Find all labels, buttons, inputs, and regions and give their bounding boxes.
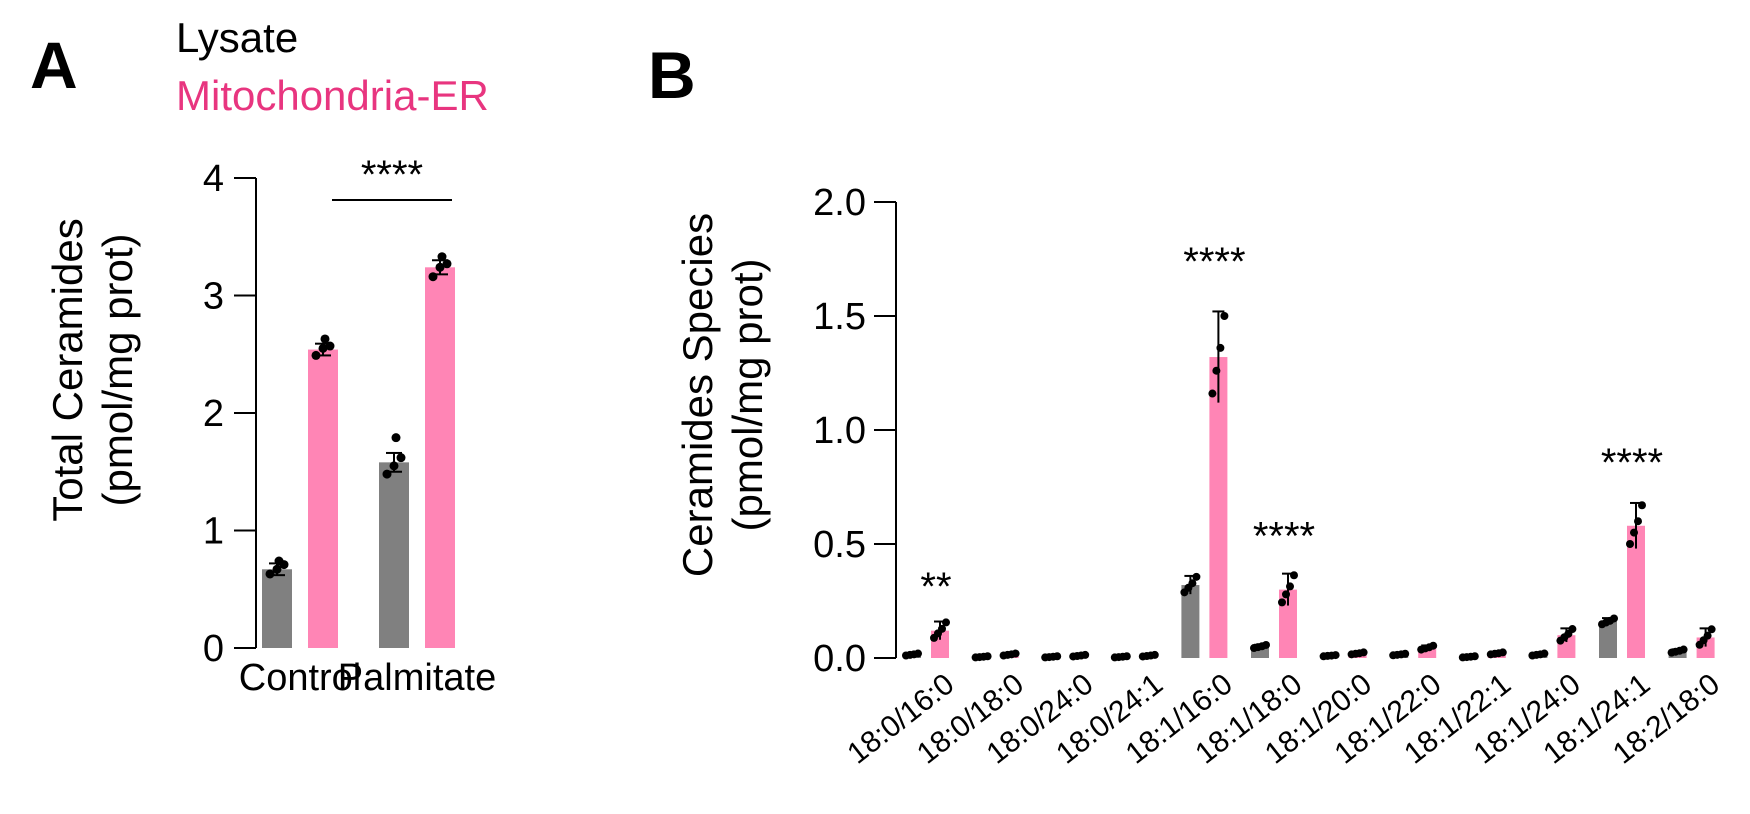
data-point-b bbox=[1634, 517, 1642, 526]
data-point-b bbox=[1470, 652, 1479, 661]
data-point-b bbox=[1679, 645, 1688, 654]
data-point-a bbox=[274, 556, 284, 566]
data-point-b bbox=[1331, 651, 1340, 660]
data-point-a bbox=[382, 469, 392, 479]
bar-b bbox=[1599, 621, 1617, 658]
data-point-a bbox=[265, 569, 275, 579]
data-point-b bbox=[1188, 579, 1197, 588]
data-point-b bbox=[1150, 650, 1159, 659]
category-label-a: Palmitate bbox=[338, 657, 496, 699]
y-axis-title-b-line2: (pmol/mg prot) bbox=[724, 258, 771, 531]
panel-letter-b: B bbox=[648, 38, 696, 112]
bar-a bbox=[425, 267, 455, 648]
bar-b bbox=[1181, 585, 1200, 658]
y-tick-label-b: 2.0 bbox=[813, 182, 866, 224]
data-point-b bbox=[1192, 572, 1201, 581]
data-point-b bbox=[1220, 312, 1229, 320]
chart-b-marks: 0.00.51.01.52.018:0/16:018:0/18:018:0/24… bbox=[813, 182, 1726, 771]
significance-label-b: **** bbox=[1253, 514, 1315, 558]
data-point-b bbox=[1286, 582, 1294, 591]
data-point-b bbox=[1208, 389, 1217, 398]
y-tick-label-b: 1.0 bbox=[813, 410, 866, 452]
data-point-a bbox=[396, 453, 406, 463]
data-point-b bbox=[1212, 366, 1221, 375]
y-axis-title-a-line2: (pmol/mg prot) bbox=[94, 233, 141, 506]
category-label-a: Control bbox=[239, 657, 362, 699]
significance-label-a: **** bbox=[361, 153, 423, 197]
y-tick-label-b: 1.5 bbox=[813, 296, 866, 338]
data-point-b bbox=[983, 652, 992, 661]
y-tick-label-b: 0.5 bbox=[813, 524, 866, 566]
bar-b bbox=[1627, 525, 1645, 658]
data-point-b bbox=[1282, 590, 1290, 599]
data-point-b bbox=[1262, 640, 1270, 649]
data-point-a bbox=[272, 564, 282, 574]
significance-label-b: ** bbox=[920, 565, 951, 609]
data-point-b bbox=[1638, 501, 1646, 510]
data-point-b bbox=[1626, 540, 1634, 548]
significance-label-b: **** bbox=[1183, 240, 1245, 284]
y-tick-label-b: 0.0 bbox=[813, 638, 866, 680]
y-axis-title-a-line1: Total Ceramides bbox=[44, 218, 91, 521]
data-point-b bbox=[1401, 649, 1410, 658]
data-point-a bbox=[311, 350, 321, 360]
bar-b bbox=[1251, 646, 1269, 658]
bar-a bbox=[262, 569, 292, 648]
data-point-b bbox=[1703, 631, 1712, 640]
legend-entry-lysate: Lysate bbox=[176, 14, 298, 61]
bar-b bbox=[1209, 357, 1228, 658]
data-point-b bbox=[1540, 649, 1549, 658]
data-point-b bbox=[1359, 648, 1368, 657]
chart-panel-b: Ceramides Species (pmol/mg prot) 0.0 0.5 1… bbox=[674, 182, 1726, 771]
data-point-b bbox=[942, 618, 950, 627]
data-point-b bbox=[1278, 598, 1286, 607]
bar-b bbox=[1418, 647, 1437, 658]
data-point-b bbox=[1429, 641, 1438, 650]
data-point-a bbox=[389, 461, 399, 471]
legend-entry-mitochondria-er: Mitochondria-ER bbox=[176, 72, 489, 119]
bar-a bbox=[308, 349, 338, 648]
bar-b bbox=[1279, 589, 1297, 658]
y-tick-label-a: 4 bbox=[203, 158, 224, 200]
data-point-a bbox=[320, 334, 330, 344]
data-point-a bbox=[318, 343, 328, 353]
data-point-b bbox=[1630, 528, 1638, 537]
data-point-a bbox=[437, 252, 447, 262]
data-point-b bbox=[914, 649, 922, 658]
data-point-b bbox=[1290, 571, 1298, 580]
data-point-b bbox=[1610, 614, 1618, 623]
data-point-b bbox=[938, 624, 946, 633]
panel-letter-a: A bbox=[30, 28, 78, 102]
data-point-b bbox=[1122, 652, 1131, 661]
data-point-a bbox=[442, 259, 452, 269]
data-point-b bbox=[1081, 650, 1090, 659]
y-tick-label-a: 0 bbox=[203, 628, 224, 670]
data-point-b bbox=[1053, 652, 1062, 661]
data-point-a bbox=[435, 262, 445, 272]
data-point-b bbox=[1216, 343, 1225, 352]
significance-label-b: **** bbox=[1601, 441, 1663, 485]
y-tick-label-a: 1 bbox=[203, 511, 224, 553]
data-point-b bbox=[1011, 649, 1020, 658]
data-point-a bbox=[428, 272, 438, 282]
y-tick-label-a: 3 bbox=[203, 276, 224, 318]
data-point-a bbox=[391, 433, 401, 443]
data-point-a bbox=[325, 341, 335, 351]
data-point-b bbox=[1568, 625, 1577, 634]
data-point-b bbox=[1498, 648, 1507, 657]
data-point-b bbox=[1707, 625, 1716, 634]
y-axis-title-b-line1: Ceramides Species bbox=[674, 213, 721, 577]
chart-panel-a: Total Ceramides (pmol/mg prot) 0 1 2 3 4 Cont… bbox=[44, 153, 496, 699]
y-tick-label-a: 2 bbox=[203, 393, 224, 435]
bar-a bbox=[379, 462, 409, 648]
